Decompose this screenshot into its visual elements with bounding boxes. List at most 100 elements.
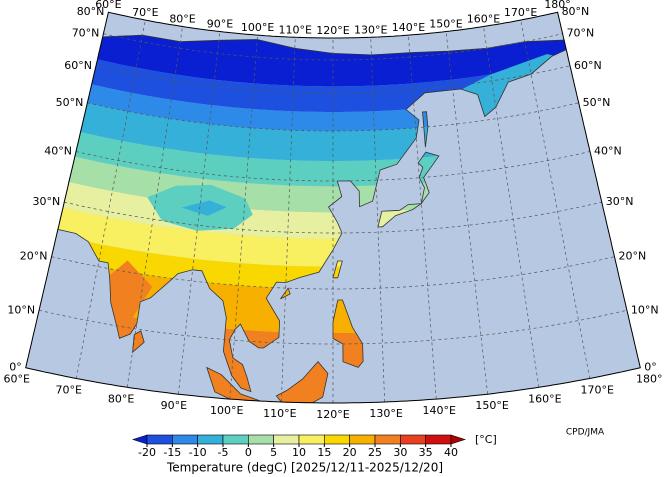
colorbar-segment xyxy=(273,434,300,445)
parallel xyxy=(51,256,615,290)
lon-label-top: 110°E xyxy=(279,23,312,36)
colorbar-tick-label: 30 xyxy=(393,446,407,459)
colorbar-unit: [°C] xyxy=(475,433,497,446)
lat-label-right: 0° xyxy=(644,361,657,374)
lat-label-left: 70°N xyxy=(72,27,100,40)
parallel xyxy=(95,65,571,94)
lon-label-top: 70°E xyxy=(132,6,158,19)
lon-label-bottom: 140°E xyxy=(423,404,456,417)
lat-label-left: 50°N xyxy=(56,96,84,109)
lon-label-top: 180° xyxy=(544,0,571,11)
colorbar-segment xyxy=(374,434,401,445)
lon-label-top: 130°E xyxy=(354,23,387,36)
lat-label-left: 80°N xyxy=(77,5,105,18)
lat-label-right: 20°N xyxy=(618,250,646,263)
parallel xyxy=(103,33,563,61)
temperature-band xyxy=(105,260,153,337)
lon-label-top: 80°E xyxy=(169,13,195,26)
colorbar-segment xyxy=(197,434,224,445)
coastline xyxy=(332,299,364,368)
lon-label-bottom: 90°E xyxy=(161,399,187,412)
lat-label-left: 60°N xyxy=(64,59,92,72)
lon-label-top: 150°E xyxy=(429,18,462,31)
lat-label-left: 0° xyxy=(9,361,22,374)
colorbar-segment xyxy=(425,434,452,445)
lon-label-top: 100°E xyxy=(241,21,274,34)
parallel xyxy=(64,201,602,234)
lat-label-right: 80°N xyxy=(562,5,590,18)
colorbar-segment xyxy=(172,434,198,445)
meridian xyxy=(520,20,591,379)
colorbar-segment xyxy=(248,434,274,445)
lon-label-bottom: 60°E xyxy=(3,373,29,386)
colorbar-tick-label: 20 xyxy=(343,446,357,459)
axis-labels: 60°E 60°E 70°E 70°E 80°E 80°E 90°E 90°E 100°E 100… xyxy=(3,0,662,421)
lat-label-right: 70°N xyxy=(567,27,595,40)
lon-label-bottom: 100°E xyxy=(210,404,243,417)
coastline xyxy=(422,111,429,148)
colorbar-segment xyxy=(298,434,325,445)
lon-label-bottom: 150°E xyxy=(475,399,508,412)
colorbar-tick-label: -20 xyxy=(138,446,156,459)
meridian xyxy=(445,31,489,395)
lat-label-right: 30°N xyxy=(606,195,634,208)
map-frame xyxy=(25,11,641,404)
lon-label-bottom: 180° xyxy=(636,373,663,386)
lon-label-top: 60°E xyxy=(95,0,121,11)
lat-label-right: 60°N xyxy=(574,59,602,72)
lon-label-top: 170°E xyxy=(504,6,537,19)
coastline xyxy=(377,151,440,228)
colorbar-extend-low xyxy=(132,434,148,445)
lon-label-bottom: 170°E xyxy=(581,383,614,396)
lon-label-bottom: 110°E xyxy=(263,407,296,420)
credit: CPD/JMA xyxy=(566,428,605,438)
parallel xyxy=(75,151,591,182)
colorbar-tick-label: 5 xyxy=(270,446,277,459)
lon-label-bottom: 130°E xyxy=(369,407,402,420)
colorbar-tick-label: 0 xyxy=(245,446,252,459)
colorbar-tick-label: 25 xyxy=(368,446,382,459)
coastline xyxy=(332,260,343,279)
coastline xyxy=(280,287,291,300)
colorbar-tick-label: 15 xyxy=(317,446,331,459)
lon-label-top: 90°E xyxy=(207,18,233,31)
lat-label-left: 10°N xyxy=(7,303,35,316)
lon-label-bottom: 160°E xyxy=(528,392,561,405)
colorbar-label: Temperature (degC) [2025/12/11-2025/12/2… xyxy=(166,461,443,475)
colorbar: -20 -15 -10 -5 0 5 10 15 20 25 30 35 40 xyxy=(132,434,466,459)
colorbar-extend-high xyxy=(450,434,466,445)
temperature-band xyxy=(181,200,227,216)
lon-label-top: 120°E xyxy=(316,24,349,37)
colorbar-segment xyxy=(222,434,249,445)
lat-label-right: 50°N xyxy=(583,96,611,109)
colorbar-segment xyxy=(349,434,376,445)
colorbar-tick-label: -5 xyxy=(218,446,229,459)
meridian xyxy=(229,35,258,400)
colorbar-segment xyxy=(146,434,173,445)
lon-label-bottom: 120°E xyxy=(316,408,349,421)
meridian xyxy=(280,37,296,403)
lon-label-top: 160°E xyxy=(467,13,500,26)
lat-label-left: 30°N xyxy=(32,195,60,208)
coastline xyxy=(132,330,145,354)
meridian xyxy=(75,20,146,379)
lat-label-left: 20°N xyxy=(20,250,48,263)
colorbar-segment xyxy=(400,434,426,445)
colorbar-segment xyxy=(324,434,350,445)
colorbar-tick-label: -10 xyxy=(189,446,207,459)
colorbar-tick-label: 40 xyxy=(444,446,458,459)
meridian xyxy=(408,35,437,400)
colorbar-tick-label: 35 xyxy=(419,446,433,459)
meridian xyxy=(177,31,221,395)
colorbar-tick-label: 10 xyxy=(292,446,306,459)
parallel xyxy=(87,102,579,132)
lat-label-right: 40°N xyxy=(594,144,622,157)
meridian xyxy=(370,37,386,403)
lon-label-bottom: 70°E xyxy=(56,383,82,396)
lat-label-left: 40°N xyxy=(44,144,72,157)
lon-label-bottom: 80°E xyxy=(108,392,134,405)
parallel xyxy=(38,309,628,345)
colorbar-tick-label: -15 xyxy=(163,446,181,459)
